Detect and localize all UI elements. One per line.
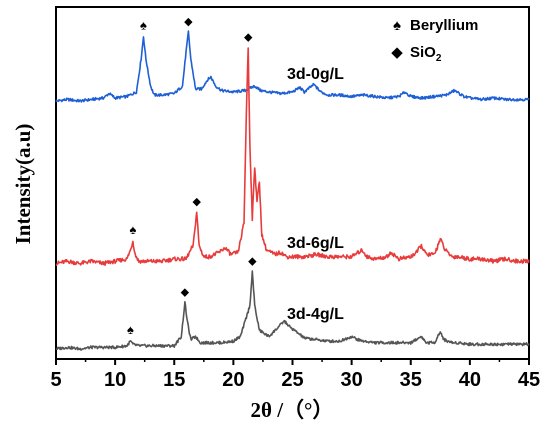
x-tick-layer: 5 10 15 20 25 30 35 40 45 — [50, 359, 540, 391]
x-tick-label: 35 — [400, 369, 422, 391]
x-tick-label: 15 — [163, 369, 185, 391]
sio2-peak-marker: ◆ — [181, 286, 190, 298]
series-label-layer: 3d-0g/L 3d-6g/L 3d-4g/L — [287, 66, 344, 323]
sio2-peak-marker: ◆ — [184, 16, 193, 28]
series-line-3d6gl — [55, 47, 530, 267]
x-axis-label: 2θ /（°） — [251, 398, 334, 422]
legend-beryllium-label: Beryllium — [410, 17, 478, 34]
series-line-3d0gl — [55, 30, 530, 103]
series-line-3d4gl — [55, 270, 530, 351]
beryllium-peak-marker: ♠ — [129, 222, 136, 237]
legend-spade-icon: ♠ — [393, 17, 401, 34]
x-tick-label: 40 — [459, 369, 481, 391]
legend: ♠ Beryllium ◆ SiO2 — [391, 17, 478, 64]
y-axis-label: Intensity(a.u) — [11, 124, 35, 245]
series-layer — [55, 30, 530, 351]
x-tick-label: 45 — [518, 369, 540, 391]
sio2-peak-marker: ◆ — [248, 255, 257, 267]
x-tick-label: 30 — [341, 369, 363, 391]
sio2-peak-marker: ◆ — [192, 196, 201, 208]
series-label: 3d-0g/L — [287, 66, 344, 83]
series-label: 3d-4g/L — [287, 306, 344, 323]
x-tick-label: 20 — [222, 369, 244, 391]
beryllium-peak-marker: ♠ — [127, 322, 134, 337]
x-tick-label: 10 — [104, 369, 126, 391]
x-tick-label: 25 — [281, 369, 303, 391]
legend-diamond-icon: ◆ — [391, 44, 403, 61]
x-tick-label: 5 — [50, 369, 61, 391]
sio2-peak-marker: ◆ — [244, 32, 253, 44]
legend-sio2-label: SiO2 — [410, 44, 442, 64]
beryllium-peak-marker: ♠ — [140, 18, 147, 33]
marker-layer: ♠ ◆ ♠ ◆ ◆ ♠ ◆ ◆ — [127, 16, 257, 337]
series-label: 3d-6g/L — [287, 235, 344, 252]
